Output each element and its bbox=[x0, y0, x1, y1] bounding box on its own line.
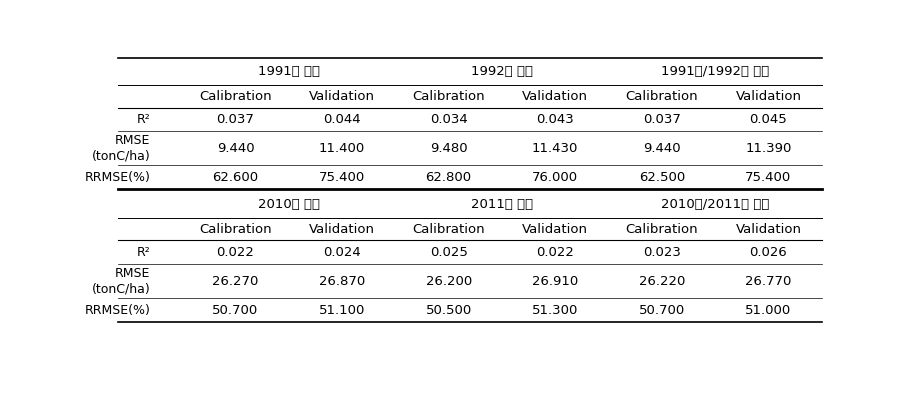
Text: 11.430: 11.430 bbox=[532, 142, 579, 155]
Text: 76.000: 76.000 bbox=[532, 171, 579, 184]
Text: 50.500: 50.500 bbox=[425, 303, 471, 317]
Text: 1991년/1992년 변수: 1991년/1992년 변수 bbox=[661, 65, 769, 78]
Text: 1992년 변수: 1992년 변수 bbox=[471, 65, 533, 78]
Text: Calibration: Calibration bbox=[199, 223, 271, 236]
Text: 75.400: 75.400 bbox=[746, 171, 791, 184]
Text: Calibration: Calibration bbox=[413, 90, 485, 103]
Text: 11.400: 11.400 bbox=[319, 142, 365, 155]
Text: Validation: Validation bbox=[523, 90, 588, 103]
Text: 0.043: 0.043 bbox=[536, 113, 574, 126]
Text: 62.500: 62.500 bbox=[639, 171, 685, 184]
Text: 11.390: 11.390 bbox=[746, 142, 791, 155]
Text: 2010년/2011년 변수: 2010년/2011년 변수 bbox=[661, 198, 769, 211]
Text: 51.300: 51.300 bbox=[532, 303, 579, 317]
Text: Validation: Validation bbox=[309, 90, 375, 103]
Text: 1991년 변수: 1991년 변수 bbox=[258, 65, 320, 78]
Text: 0.034: 0.034 bbox=[430, 113, 468, 126]
Text: Validation: Validation bbox=[523, 223, 588, 236]
Text: 51.100: 51.100 bbox=[319, 303, 365, 317]
Text: R²: R² bbox=[137, 113, 150, 126]
Text: 9.440: 9.440 bbox=[643, 142, 680, 155]
Text: RRMSE(%): RRMSE(%) bbox=[84, 171, 150, 184]
Text: Calibration: Calibration bbox=[199, 90, 271, 103]
Text: Validation: Validation bbox=[735, 223, 801, 236]
Text: 0.044: 0.044 bbox=[323, 113, 361, 126]
Text: 26.870: 26.870 bbox=[319, 275, 365, 288]
Text: 26.910: 26.910 bbox=[532, 275, 579, 288]
Text: Calibration: Calibration bbox=[625, 223, 698, 236]
Text: Calibration: Calibration bbox=[413, 223, 485, 236]
Text: 26.770: 26.770 bbox=[746, 275, 791, 288]
Text: 26.200: 26.200 bbox=[425, 275, 471, 288]
Text: 0.022: 0.022 bbox=[536, 246, 574, 259]
Text: 75.400: 75.400 bbox=[319, 171, 365, 184]
Text: 51.000: 51.000 bbox=[746, 303, 791, 317]
Text: 9.480: 9.480 bbox=[430, 142, 468, 155]
Text: 0.023: 0.023 bbox=[643, 246, 680, 259]
Text: 50.700: 50.700 bbox=[213, 303, 259, 317]
Text: 0.037: 0.037 bbox=[216, 113, 254, 126]
Text: Calibration: Calibration bbox=[625, 90, 698, 103]
Text: RMSE
(tonC/ha): RMSE (tonC/ha) bbox=[92, 267, 150, 295]
Text: 50.700: 50.700 bbox=[639, 303, 685, 317]
Text: 0.025: 0.025 bbox=[430, 246, 468, 259]
Text: RMSE
(tonC/ha): RMSE (tonC/ha) bbox=[92, 135, 150, 162]
Text: 62.800: 62.800 bbox=[425, 171, 471, 184]
Text: 0.026: 0.026 bbox=[749, 246, 788, 259]
Text: 26.220: 26.220 bbox=[638, 275, 685, 288]
Text: Validation: Validation bbox=[735, 90, 801, 103]
Text: 0.022: 0.022 bbox=[216, 246, 254, 259]
Text: 62.600: 62.600 bbox=[213, 171, 259, 184]
Text: 0.037: 0.037 bbox=[643, 113, 680, 126]
Text: 2010년 변수: 2010년 변수 bbox=[258, 198, 320, 211]
Text: R²: R² bbox=[137, 246, 150, 259]
Text: 2011년 변수: 2011년 변수 bbox=[471, 198, 533, 211]
Text: 26.270: 26.270 bbox=[212, 275, 259, 288]
Text: RRMSE(%): RRMSE(%) bbox=[84, 303, 150, 317]
Text: 0.024: 0.024 bbox=[323, 246, 361, 259]
Text: 9.440: 9.440 bbox=[216, 142, 254, 155]
Text: Validation: Validation bbox=[309, 223, 375, 236]
Text: 0.045: 0.045 bbox=[749, 113, 788, 126]
